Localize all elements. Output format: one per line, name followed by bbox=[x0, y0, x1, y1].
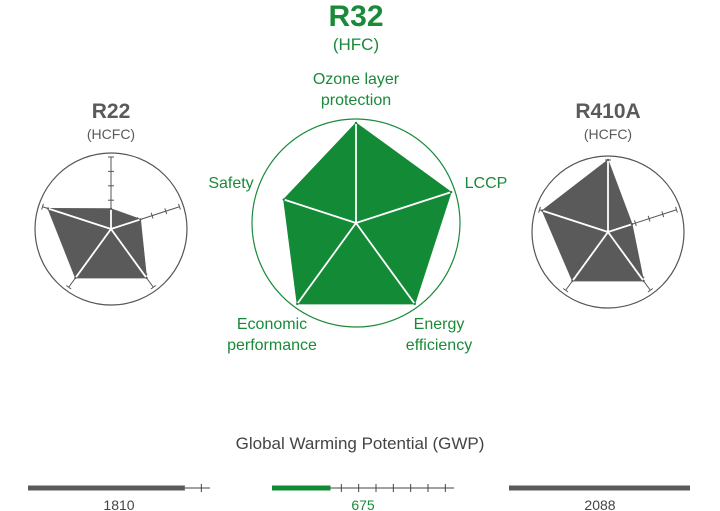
gwp-value-label-r410a: 2088 bbox=[584, 497, 615, 511]
r22-axis-tick bbox=[164, 208, 168, 215]
r32-data-polygon bbox=[283, 122, 452, 305]
r410a-point-safety bbox=[541, 209, 544, 212]
r32-point-lccp bbox=[449, 190, 453, 194]
r32-spoke-economic-performance bbox=[296, 222, 357, 305]
r22-point-economic-performance bbox=[74, 276, 77, 280]
r22-point-lccp bbox=[139, 218, 142, 221]
r22-axis-tick bbox=[41, 203, 44, 210]
r410a-axis-tick bbox=[675, 206, 678, 213]
r410a-spoke-economic-performance bbox=[571, 231, 609, 282]
r22-axis-tick bbox=[150, 285, 157, 290]
r410a-point-ozone-layer-protection bbox=[606, 158, 610, 162]
r32-point-ozone-layer-protection bbox=[354, 121, 358, 125]
r410a-spoke-safety bbox=[541, 209, 609, 233]
r410a-axis-tick bbox=[647, 215, 651, 222]
r22-spoke-lccp bbox=[110, 218, 141, 230]
axis-label-safety: Safety bbox=[208, 175, 254, 192]
gwp-bar-r32 bbox=[272, 485, 331, 491]
r32-spoke-energy-efficiency bbox=[355, 222, 416, 305]
r410a-title: R410A bbox=[575, 100, 641, 123]
r22-title: R22 bbox=[91, 100, 131, 123]
r22-point-safety bbox=[46, 207, 50, 210]
r32-point-economic-performance bbox=[296, 302, 299, 306]
r410a-axis-tick bbox=[633, 220, 637, 227]
r410a-axis-tick bbox=[661, 211, 665, 218]
r410a-subtitle: (HCFC) bbox=[583, 126, 633, 142]
r32-outer-ring bbox=[251, 118, 461, 328]
r32-title: R32 bbox=[328, 0, 384, 33]
r32-spoke-lccp bbox=[355, 191, 452, 224]
r32-point-safety bbox=[282, 198, 285, 201]
r410a-axis-tick bbox=[538, 206, 541, 213]
r32-point-energy-efficiency bbox=[413, 302, 416, 306]
r22-subtitle: (HCFC) bbox=[86, 126, 136, 142]
r22-outer-ring bbox=[34, 152, 188, 306]
r22-point-ozone-layer-protection bbox=[109, 207, 113, 211]
axis-label-energy-efficiency: Energy efficiency bbox=[405, 316, 473, 354]
r22-spoke-economic-performance bbox=[74, 228, 112, 279]
r22-axis-tick bbox=[150, 212, 154, 219]
r410a-data-polygon bbox=[541, 159, 644, 282]
r32-spoke-safety bbox=[283, 198, 357, 224]
r32-subtitle: (HFC) bbox=[332, 35, 380, 54]
gwp-value-label-r32: 675 bbox=[351, 497, 375, 511]
axis-label-lccp: LCCP bbox=[464, 175, 508, 192]
r22-spoke-energy-efficiency bbox=[110, 228, 148, 279]
gwp-title: Global Warming Potential (GWP) bbox=[235, 434, 485, 453]
gwp-value-label-r22: 1810 bbox=[103, 497, 134, 511]
r22-axis-tick bbox=[178, 203, 181, 210]
r410a-axis-tick bbox=[562, 288, 569, 293]
r410a-outer-ring bbox=[531, 155, 685, 309]
r22-axis-tick bbox=[65, 285, 72, 290]
axis-label-ozone-layer-protection: Ozone layer protection bbox=[312, 71, 400, 109]
r410a-point-lccp bbox=[630, 223, 634, 226]
r410a-spoke-lccp bbox=[607, 223, 633, 233]
gwp-bar-r22 bbox=[28, 485, 185, 491]
r22-point-energy-efficiency bbox=[145, 276, 148, 280]
r22-spoke-safety bbox=[47, 207, 112, 230]
r410a-axis-tick bbox=[647, 288, 654, 293]
r410a-point-economic-performance bbox=[571, 279, 574, 283]
r410a-point-energy-efficiency bbox=[642, 279, 645, 283]
gwp-bar-r410a bbox=[509, 485, 690, 491]
r22-data-polygon bbox=[47, 208, 147, 279]
r410a-spoke-energy-efficiency bbox=[607, 231, 645, 282]
axis-label-economic-performance: Economic performance bbox=[227, 316, 317, 354]
